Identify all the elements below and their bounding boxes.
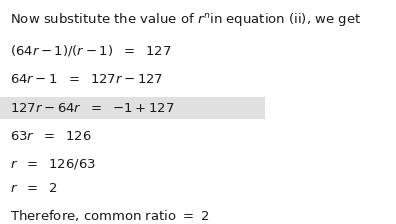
Text: $(64r - 1)/(r - 1)$  $=$  $127$: $(64r - 1)/(r - 1)$ $=$ $127$ — [10, 43, 171, 58]
Text: $127r - 64r$  $=$  $-1 + 127$: $127r - 64r$ $=$ $-1 + 127$ — [10, 102, 174, 115]
Text: $64r - 1$  $=$  $127r - 127$: $64r - 1$ $=$ $127r - 127$ — [10, 73, 163, 86]
Bar — [0, 97, 265, 119]
Text: $r$  $=$  $2$: $r$ $=$ $2$ — [10, 182, 57, 195]
Text: $63r$  $=$  $126$: $63r$ $=$ $126$ — [10, 130, 92, 143]
Text: $r$  $=$  $126/63$: $r$ $=$ $126/63$ — [10, 157, 96, 170]
Text: Therefore, common ratio $=$ $2$: Therefore, common ratio $=$ $2$ — [10, 208, 209, 222]
Text: Now substitute the value of $r^n$in equation (ii), we get: Now substitute the value of $r^n$in equa… — [10, 11, 361, 28]
